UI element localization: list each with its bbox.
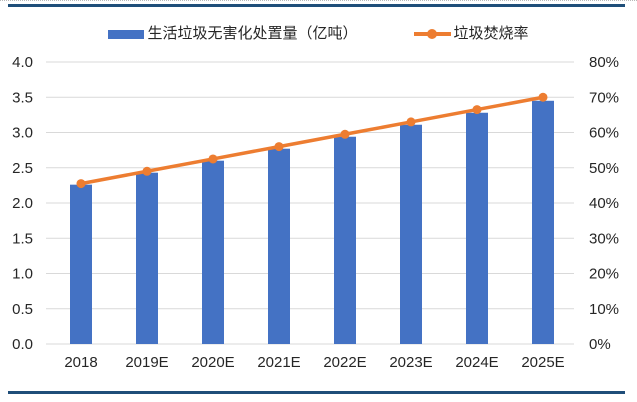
top-dotted-divider <box>0 0 637 1</box>
right-axis-tick-label: 80% <box>589 54 619 71</box>
x-axis-tick-label: 2022E <box>323 354 366 371</box>
incineration-rate-line <box>79 95 545 186</box>
left-axis-tick-label: 0.0 <box>12 336 33 353</box>
bar-2023E <box>400 124 422 345</box>
bar-2025E <box>532 100 554 345</box>
right-axis-tick-label: 20% <box>589 266 619 283</box>
x-axis-tick-label: 2020E <box>191 354 234 371</box>
line-marker-2019E <box>142 166 152 176</box>
x-axis-tick-label: 2018 <box>64 354 97 371</box>
bottom-border-rule <box>8 391 625 394</box>
line-marker-2022E <box>340 129 350 139</box>
bar-2021E <box>268 148 290 344</box>
right-axis-tick-label: 50% <box>589 160 619 177</box>
bar-2018 <box>70 184 92 344</box>
x-axis-tick-label: 2023E <box>389 354 432 371</box>
right-axis-tick-label: 30% <box>589 230 619 247</box>
line-marker-2021E <box>274 142 284 152</box>
left-axis-tick-label: 2.0 <box>12 195 33 212</box>
bar-2019E <box>136 172 158 344</box>
bar-2020E <box>202 160 224 344</box>
left-axis-tick-label: 3.5 <box>12 89 33 106</box>
right-axis-tick-label: 10% <box>589 301 619 318</box>
left-axis-tick-label: 3.0 <box>12 125 33 142</box>
chart-legend: 生活垃圾无害化处置量（亿吨） 垃圾焚烧率 <box>0 24 637 44</box>
legend-item-disposal-volume: 生活垃圾无害化处置量（亿吨） <box>108 24 358 44</box>
bar-2024E <box>466 112 488 344</box>
x-axis-tick-label: 2019E <box>125 354 168 371</box>
line-series-marker-icon <box>413 29 451 39</box>
left-axis-tick-label: 1.0 <box>12 266 33 283</box>
legend-item-incineration-rate: 垃圾焚烧率 <box>413 24 529 44</box>
bar-series-label: 生活垃圾无害化处置量（亿吨） <box>147 25 358 42</box>
line-marker-2025E <box>538 92 548 102</box>
right-axis-tick-label: 60% <box>589 125 619 142</box>
x-axis-tick-label: 2025E <box>521 354 564 371</box>
right-axis-tick-label: 0% <box>589 336 611 353</box>
top-border-rule <box>8 4 625 7</box>
bar-2022E <box>334 136 356 344</box>
right-axis-tick-label: 70% <box>589 89 619 106</box>
line-series-label: 垃圾焚烧率 <box>453 25 529 42</box>
left-axis-tick-label: 1.5 <box>12 230 33 247</box>
right-axis-tick-label: 40% <box>589 195 619 212</box>
left-axis-tick-label: 4.0 <box>12 54 33 71</box>
left-axis-tick-label: 0.5 <box>12 301 33 318</box>
left-axis-tick-label: 2.5 <box>12 160 33 177</box>
x-axis-tick-label: 2021E <box>257 354 300 371</box>
line-marker-2020E <box>208 154 218 164</box>
bar-series-swatch-icon <box>108 29 145 39</box>
line-marker-2024E <box>472 105 482 115</box>
line-marker-2018 <box>76 179 86 189</box>
line-marker-2023E <box>406 117 416 127</box>
x-axis-tick-label: 2024E <box>455 354 498 371</box>
